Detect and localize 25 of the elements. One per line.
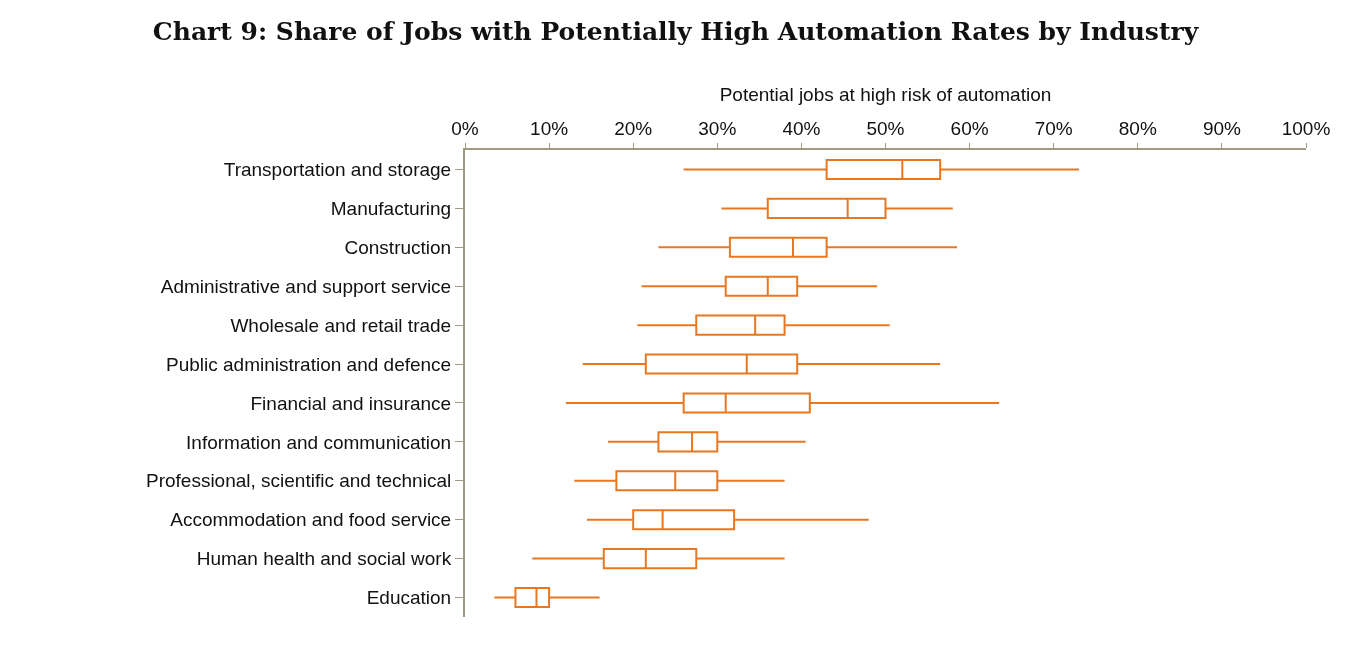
y-tick-label: Education — [366, 587, 452, 609]
y-tick-label: Information and communication — [186, 431, 452, 453]
y-tick-label: Human health and social work — [196, 548, 452, 570]
x-tick-label: 30% — [698, 118, 737, 140]
x-tick-label: 100% — [1281, 118, 1331, 140]
x-tick-label: 90% — [1202, 118, 1242, 140]
y-tick-label: Construction — [344, 236, 452, 258]
y-tick-label: Manufacturing — [330, 198, 452, 220]
y-tick-label: Administrative and support service — [160, 275, 452, 297]
x-tick-label: 10% — [530, 118, 569, 140]
x-tick-label: 20% — [614, 118, 653, 140]
y-tick-label: Public administration and defence — [166, 353, 452, 375]
y-tick-label: Accommodation and food service — [170, 509, 452, 531]
x-tick-label: 80% — [1118, 118, 1157, 140]
x-tick-label: 50% — [866, 118, 905, 140]
y-tick-label: Financial and insurance — [250, 392, 452, 414]
y-tick-label: Professional, scientific and technical — [145, 470, 452, 492]
y-tick-label: Wholesale and retail trade — [230, 314, 452, 336]
x-tick-label: 40% — [782, 118, 821, 140]
y-tick-label: Transportation and storage — [223, 159, 452, 181]
chart-title: Chart 9: Share of Jobs with Potentially High Automation Rates by Industry — [152, 17, 1200, 47]
x-tick-label: 70% — [1034, 118, 1073, 140]
x-axis-title: Potential jobs at high risk of automation — [719, 83, 1052, 105]
x-tick-label: 60% — [950, 118, 989, 140]
x-tick-label: 0% — [451, 118, 479, 140]
